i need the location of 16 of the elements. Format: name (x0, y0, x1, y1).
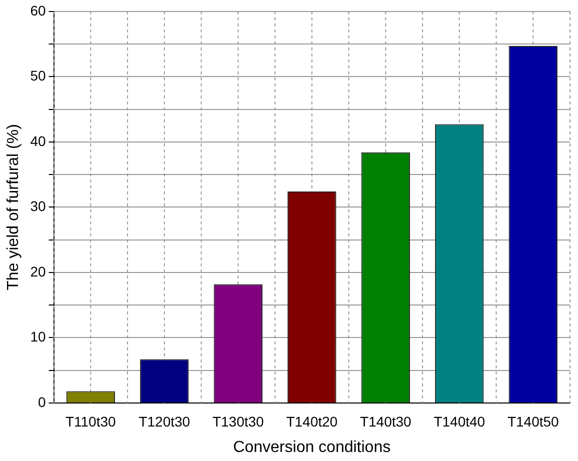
x-axis-title: Conversion conditions (233, 438, 391, 456)
x-tick-label: T140t40 (434, 413, 486, 430)
y-tick-label: 40 (30, 132, 46, 149)
x-tick-label: T140t30 (360, 413, 412, 430)
y-tick-label: 60 (30, 2, 46, 18)
y-tick-label: 50 (30, 68, 46, 84)
x-tick-label: T120t30 (138, 413, 190, 430)
x-tick-label: T110t30 (65, 413, 116, 430)
x-tick-label: T140t20 (286, 413, 338, 430)
y-tick-label: 30 (30, 198, 46, 214)
y-tick-label: 20 (30, 263, 46, 280)
x-tick-label: T140t50 (507, 413, 560, 430)
y-axis-title: The yield of furfural (%) (5, 124, 22, 290)
y-tick-label: 0 (38, 394, 46, 410)
x-tick-label: T130t30 (212, 413, 264, 430)
y-tick-label: 10 (30, 328, 46, 345)
